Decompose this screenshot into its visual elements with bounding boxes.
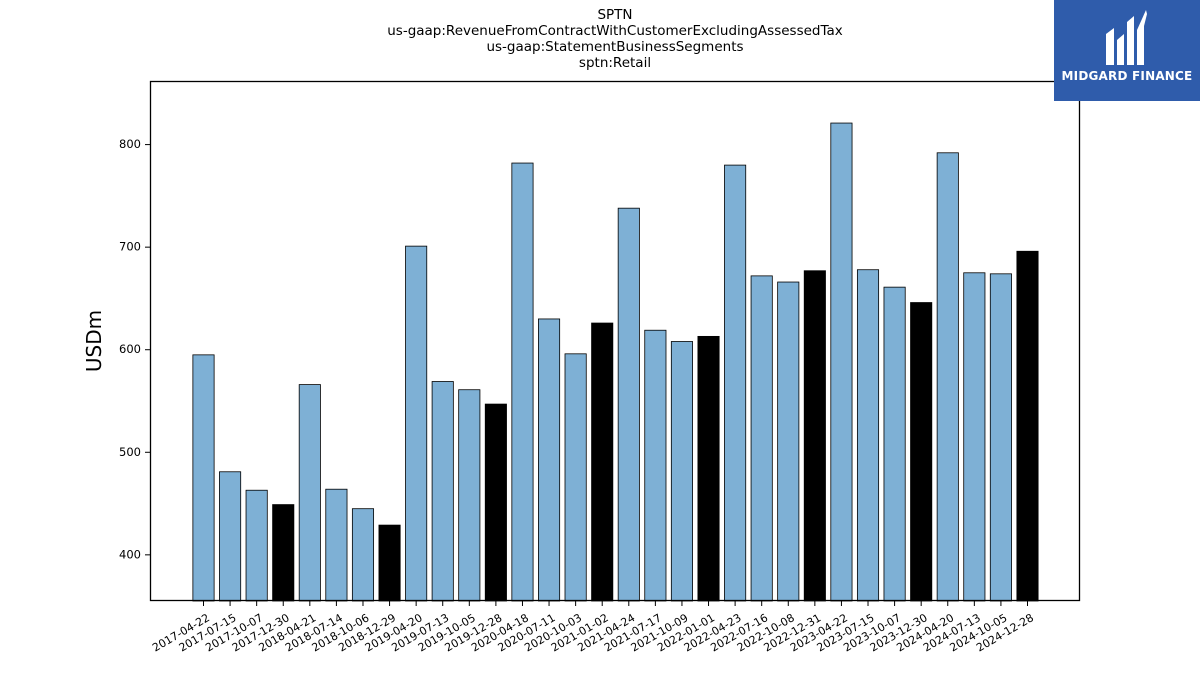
bar-2024-07-13 [963,272,986,602]
bar-2019-07-13 [431,381,454,602]
midgard-finance-logo: MIDGARD FINANCE [1054,0,1200,101]
bar-2022-10-08 [777,281,800,602]
bar-2024-12-28 [1016,250,1039,602]
bar-2017-10-07 [245,489,268,602]
chart-title-line-3: us-gaap:StatementBusinessSegments [486,39,744,55]
y-tick-label-700: 700 [119,240,141,254]
bar-2017-04-22 [192,354,215,602]
bar-2023-04-22 [830,122,853,602]
bar-2023-07-15 [856,269,880,602]
bar-2021-07-17 [644,329,667,602]
chart-title-line-1: SPTN [597,7,633,23]
y-tick-label-500: 500 [119,445,141,459]
bar-2023-10-07 [883,286,906,602]
y-axis: 400 500 600 700 800 [119,137,150,561]
bar-2022-12-31 [803,270,826,602]
bar-2019-10-05 [458,389,481,602]
chart-title-line-4: sptn:Retail [578,55,652,71]
bar-2021-01-02 [591,322,614,602]
chart-title-line-2: us-gaap:RevenueFromContractWithCustomerE… [387,23,843,39]
bar-2017-07-15 [219,471,242,602]
x-axis: 2017-04-222017-07-152017-10-072017-12-30… [150,601,1036,654]
bar-2018-12-29 [378,524,401,602]
bar-2021-10-09 [670,341,693,602]
bar-2017-12-30 [272,504,295,602]
bar-2018-04-21 [298,384,321,602]
bar-2022-07-16 [750,275,773,602]
midgard-logo-icon [1106,10,1147,65]
y-tick-label-800: 800 [119,137,141,151]
bar-2024-10-05 [989,273,1012,602]
bar-2020-10-03 [564,353,587,602]
bars-group [192,122,1039,602]
bar-2020-04-18 [511,162,534,602]
bar-2023-12-30 [910,302,933,602]
bar-2018-10-06 [351,508,375,602]
y-tick-label-400: 400 [119,547,141,561]
logo-text: MIDGARD FINANCE [1061,69,1193,83]
bar-2022-01-01 [697,335,720,602]
bar-2020-07-11 [538,318,561,602]
bar-2024-04-20 [936,152,959,602]
bar-2019-12-28 [484,403,507,602]
bar-2022-04-23 [724,164,747,602]
y-tick-label-600: 600 [119,342,141,356]
bar-2018-07-14 [325,488,348,602]
bar-2019-04-20 [405,245,428,602]
plot-frame [149,80,1081,602]
y-axis-label: USDm [82,310,106,372]
bar-2021-04-24 [617,207,640,602]
